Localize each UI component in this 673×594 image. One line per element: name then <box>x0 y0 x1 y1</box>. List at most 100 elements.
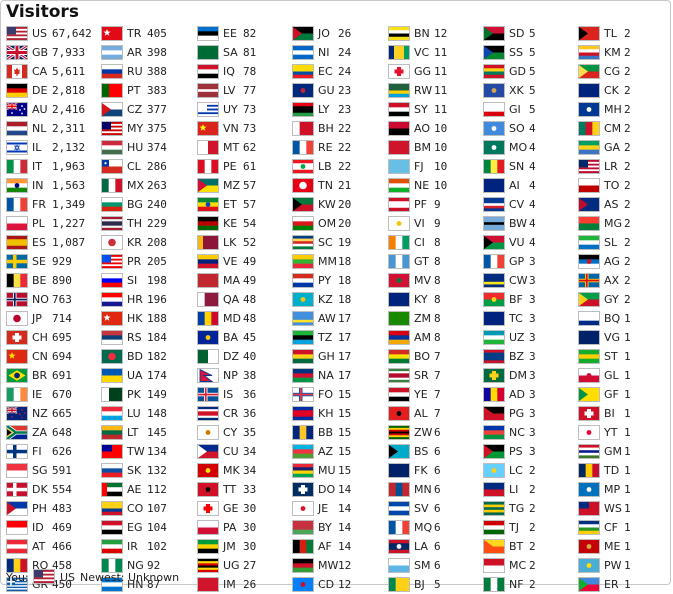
country-code: AR <box>127 46 143 59</box>
visitor-count: 2 <box>624 122 631 135</box>
flag-np-icon <box>197 368 219 383</box>
visitor-row-se: SE 929 <box>6 252 101 271</box>
flag-pw-icon <box>578 558 600 573</box>
visitor-count: 174 <box>147 369 167 382</box>
widget-title: Visitors <box>6 2 79 22</box>
visitor-count: 145 <box>147 426 167 439</box>
visitor-row-dk: DK 554 <box>6 480 101 499</box>
visitor-count: 374 <box>147 141 167 154</box>
flag-nf-icon <box>483 577 505 592</box>
visitor-row-gf: GF 1 <box>578 385 673 404</box>
flag-rs-icon <box>101 330 123 345</box>
visitor-count: 10 <box>434 160 448 173</box>
country-code: AD <box>509 388 525 401</box>
visitor-count: 4 <box>529 198 536 211</box>
visitor-row-mt: MT 62 <box>197 138 292 157</box>
visitor-row-py: PY 18 <box>292 271 387 290</box>
flag-ve-icon <box>197 254 219 269</box>
flag-ug-icon <box>197 558 219 573</box>
visitor-row-ng: NG 92 <box>101 556 196 575</box>
visitor-count: 104 <box>147 521 167 534</box>
country-code: GD <box>509 65 526 78</box>
country-code: GL <box>604 369 619 382</box>
visitor-count: 1,349 <box>52 198 86 211</box>
visitor-count: 3 <box>529 407 536 420</box>
visitor-count: 45 <box>243 331 257 344</box>
visitor-row-np: NP 38 <box>197 366 292 385</box>
country-code: LY <box>318 103 330 116</box>
flag-am-icon <box>388 330 410 345</box>
flag-ba-icon <box>197 330 219 345</box>
visitor-row-ch: CH 695 <box>6 328 101 347</box>
flag-ly-icon <box>292 102 314 117</box>
visitor-count: 149 <box>147 388 167 401</box>
flag-tr-icon <box>101 26 123 41</box>
flag-lu-icon <box>101 406 123 421</box>
visitor-count: 11 <box>434 46 448 59</box>
visitor-row-sd: SD 5 <box>483 24 578 43</box>
visitor-count: 890 <box>52 274 72 287</box>
visitor-row-bt: BT 2 <box>483 537 578 556</box>
visitor-row-cu: CU 34 <box>197 442 292 461</box>
visitor-row-bw: BW 4 <box>483 214 578 233</box>
visitor-row-mc: MC 2 <box>483 556 578 575</box>
visitor-row-td: TD 1 <box>578 461 673 480</box>
visitor-row-zm: ZM 8 <box>388 309 483 328</box>
flag-pt-icon <box>101 83 123 98</box>
country-code: MN <box>414 483 432 496</box>
country-code: GG <box>414 65 432 78</box>
visitor-count: 12 <box>434 27 448 40</box>
visitor-count: 11 <box>434 65 448 78</box>
country-code: AL <box>414 407 428 420</box>
flag-dk-icon <box>6 482 28 497</box>
country-code: BS <box>414 445 429 458</box>
visitor-count: 22 <box>338 122 352 135</box>
flag-ec-icon <box>292 64 314 79</box>
flag-re-icon <box>292 140 314 155</box>
visitor-count: 24 <box>338 65 352 78</box>
visitor-count: 483 <box>52 502 72 515</box>
country-code: KZ <box>318 293 333 306</box>
visitor-count: 3 <box>529 312 536 325</box>
flag-ir-icon <box>101 539 123 554</box>
visitor-count: 36 <box>243 388 257 401</box>
country-code: LU <box>127 407 141 420</box>
visitor-count: 5 <box>529 27 536 40</box>
country-code: PE <box>223 160 237 173</box>
flag-nz-icon <box>6 406 28 421</box>
visitor-row-at: AT 466 <box>6 537 101 556</box>
visitor-row-cf: CF 1 <box>578 518 673 537</box>
visitor-row-ae: AE 112 <box>101 480 196 499</box>
visitor-row-gh: GH 17 <box>292 347 387 366</box>
visitor-row-ke: KE 54 <box>197 214 292 233</box>
visitor-row-bf: BF 3 <box>483 290 578 309</box>
country-code: TZ <box>318 331 333 344</box>
country-code: BB <box>318 426 334 439</box>
flag-cu-icon <box>197 444 219 459</box>
visitor-row-mp: MP 1 <box>578 480 673 499</box>
visitor-count: 34 <box>243 464 257 477</box>
visitor-row-ve: VE 49 <box>197 252 292 271</box>
flag-jp-icon <box>6 311 28 326</box>
country-code: JM <box>223 540 236 553</box>
flag-tw-icon <box>101 444 123 459</box>
visitor-count: 4 <box>529 217 536 230</box>
visitor-row-pw: PW 1 <box>578 556 673 575</box>
country-code: KH <box>318 407 334 420</box>
country-code: GT <box>414 255 429 268</box>
visitor-row-bo: BO 7 <box>388 347 483 366</box>
flag-mh-icon <box>578 102 600 117</box>
flag-pl-icon <box>6 216 28 231</box>
flag-mw-icon <box>292 558 314 573</box>
visitor-count: 670 <box>52 388 72 401</box>
flag-no-icon <box>6 292 28 307</box>
visitor-row-by: BY 14 <box>292 518 387 537</box>
visitor-row-kh: KH 15 <box>292 404 387 423</box>
visitor-row-jp: JP 714 <box>6 309 101 328</box>
flag-lr-icon <box>578 159 600 174</box>
flag-cw-icon <box>483 273 505 288</box>
flag-pf-icon <box>388 197 410 212</box>
visitor-row-vn: VN 73 <box>197 119 292 138</box>
country-code: CG <box>604 65 621 78</box>
flag-af-icon <box>292 539 314 554</box>
